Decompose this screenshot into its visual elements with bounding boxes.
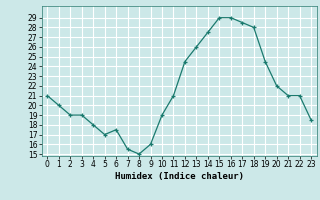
X-axis label: Humidex (Indice chaleur): Humidex (Indice chaleur) (115, 172, 244, 181)
